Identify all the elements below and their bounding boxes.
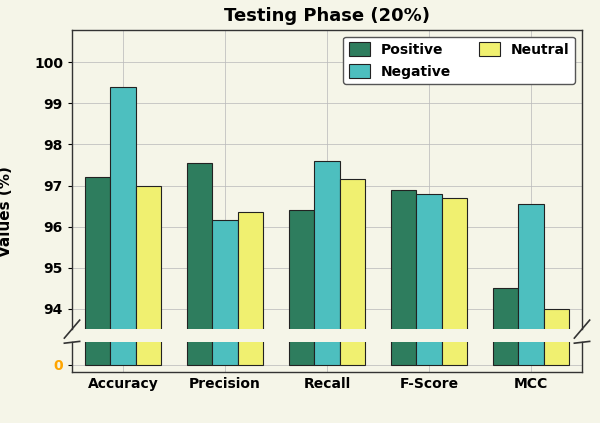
Bar (85, 0, 110, 365)
Bar (85, 177, 110, 423)
Bar (187, 163, 212, 423)
Bar (289, 210, 314, 423)
Bar (289, 0, 314, 365)
Bar (518, 204, 544, 423)
Bar (314, 161, 340, 423)
Bar (110, 87, 136, 423)
Title: Testing Phase (20%): Testing Phase (20%) (224, 7, 430, 25)
Bar (544, 0, 569, 365)
Bar (493, 0, 518, 365)
Bar (212, 220, 238, 423)
Bar (442, 0, 467, 365)
Bar (391, 190, 416, 423)
Bar (493, 288, 518, 423)
Bar (136, 186, 161, 423)
Legend: Positive, Negative, Neutral: Positive, Negative, Neutral (343, 36, 575, 84)
Bar (340, 0, 365, 365)
Bar (518, 0, 544, 365)
Bar (442, 198, 467, 423)
Bar (314, 0, 340, 365)
Bar (110, 0, 136, 365)
Bar (544, 309, 569, 423)
Bar (340, 179, 365, 423)
Bar (416, 194, 442, 423)
Bar (391, 0, 416, 365)
Bar (238, 212, 263, 423)
Bar (136, 0, 161, 365)
Text: Values (%): Values (%) (0, 166, 14, 257)
Bar (212, 0, 238, 365)
Bar (416, 0, 442, 365)
Bar (187, 0, 212, 365)
Bar (238, 0, 263, 365)
